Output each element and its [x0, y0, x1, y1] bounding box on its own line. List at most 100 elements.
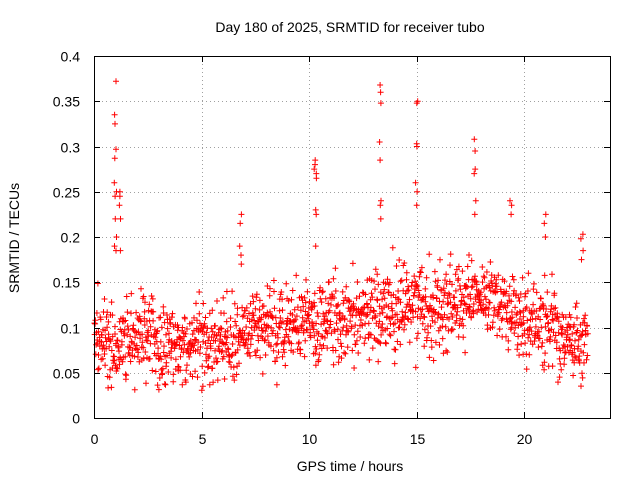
data-point	[159, 365, 166, 372]
data-point	[158, 324, 165, 331]
data-point	[501, 278, 508, 285]
data-point	[307, 334, 314, 341]
data-point	[238, 261, 245, 268]
data-point	[207, 345, 214, 352]
data-point	[366, 356, 373, 363]
data-point	[471, 170, 478, 177]
data-point	[206, 353, 213, 360]
data-point	[431, 268, 438, 275]
data-point	[322, 327, 329, 334]
data-point	[470, 307, 477, 314]
data-point	[392, 346, 399, 353]
data-point	[542, 350, 549, 357]
data-point	[311, 332, 318, 339]
data-point	[220, 353, 227, 360]
data-point	[376, 310, 383, 317]
data-point	[99, 355, 106, 362]
data-point	[95, 365, 102, 372]
data-point	[236, 360, 242, 367]
data-point	[111, 243, 118, 250]
data-point	[401, 321, 408, 328]
data-point	[351, 331, 358, 338]
data-point	[108, 299, 115, 306]
data-point	[160, 310, 167, 316]
data-point	[112, 215, 119, 222]
data-point	[302, 308, 309, 315]
data-point	[247, 353, 254, 359]
data-point	[310, 326, 317, 333]
data-point	[113, 364, 120, 371]
data-point	[283, 280, 290, 287]
data-point	[231, 377, 238, 384]
data-point	[551, 290, 558, 297]
data-point	[149, 367, 156, 374]
data-point	[135, 349, 142, 356]
data-point	[313, 211, 320, 218]
data-point	[363, 313, 370, 320]
data-point	[249, 293, 256, 300]
data-point	[511, 330, 518, 337]
data-point	[160, 349, 167, 356]
data-point	[348, 323, 355, 330]
data-point	[114, 337, 121, 344]
data-point	[377, 215, 384, 222]
data-point	[526, 331, 533, 338]
data-point	[152, 334, 159, 341]
data-point	[234, 346, 241, 353]
data-point	[97, 316, 104, 323]
data-point	[542, 211, 549, 218]
data-point	[399, 308, 406, 315]
data-point	[196, 350, 203, 357]
data-point	[414, 188, 421, 195]
data-point	[291, 306, 298, 313]
data-point	[236, 342, 243, 349]
data-point	[512, 304, 519, 311]
data-point	[160, 303, 167, 310]
data-point	[575, 336, 582, 343]
data-point	[413, 100, 420, 107]
data-point	[352, 341, 359, 348]
data-point	[326, 324, 333, 331]
data-point	[264, 309, 271, 316]
data-point	[533, 307, 540, 314]
data-point	[218, 325, 225, 332]
data-point	[409, 279, 416, 286]
data-point	[566, 337, 573, 344]
data-point	[529, 341, 536, 348]
data-point	[224, 334, 231, 341]
data-point	[397, 299, 404, 306]
data-point	[233, 322, 240, 329]
data-point	[508, 309, 515, 315]
data-point	[326, 307, 333, 314]
data-point	[257, 354, 264, 361]
data-point	[564, 343, 571, 350]
data-point	[410, 314, 417, 321]
data-point	[341, 316, 348, 323]
data-point	[372, 266, 379, 273]
data-point	[253, 352, 259, 359]
data-point	[273, 354, 280, 361]
data-point	[441, 292, 448, 299]
data-point	[127, 358, 134, 365]
data-point	[168, 354, 175, 361]
data-point	[578, 256, 585, 263]
data-point	[103, 314, 110, 320]
data-point	[367, 309, 373, 316]
data-point	[389, 307, 396, 314]
data-point	[180, 349, 187, 356]
data-point	[252, 305, 259, 312]
data-point	[460, 334, 467, 341]
data-point	[118, 341, 125, 348]
data-point	[367, 304, 374, 311]
data-point	[375, 358, 382, 365]
data-point	[459, 268, 466, 275]
data-point	[384, 276, 391, 283]
data-point	[547, 333, 554, 340]
data-point	[117, 215, 124, 222]
data-point	[243, 304, 250, 311]
data-point	[317, 284, 324, 291]
data-point	[242, 341, 249, 348]
chart-title: Day 180 of 2025, SRMTID for receiver tub…	[215, 19, 484, 35]
data-point	[374, 271, 381, 278]
data-point	[447, 251, 454, 258]
